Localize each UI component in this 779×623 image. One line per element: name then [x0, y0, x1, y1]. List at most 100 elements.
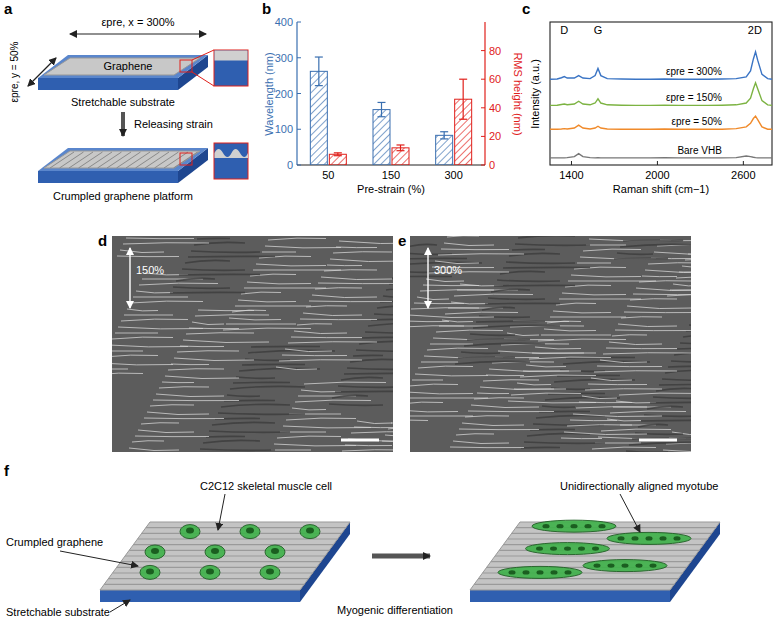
wrinkle: [374, 314, 393, 315]
wrinkle: [529, 357, 611, 359]
ridge: [69, 152, 93, 168]
series-label: εpre = 50%: [672, 116, 722, 127]
wrinkle: [597, 366, 662, 368]
wrinkle: [141, 423, 179, 424]
substrate-label: Stretchable substrate: [6, 606, 110, 618]
chart-c: 140020002600Raman shift (cm−1)Intensity …: [529, 22, 772, 195]
wrinkle: [170, 292, 245, 294]
wrinkle: [256, 264, 326, 266]
wrinkle: [454, 294, 533, 296]
myotube: [532, 520, 616, 532]
x-tick-label: 300: [444, 169, 462, 181]
sem-texture: [112, 236, 393, 451]
wrinkle: [667, 294, 691, 296]
x-tick-label: 2000: [645, 169, 669, 181]
inset-graphene: [215, 51, 248, 61]
inset-wrinkles: [215, 149, 249, 158]
spectrum: [550, 52, 772, 79]
ridge: [104, 584, 304, 585]
y-tick-label: 300: [275, 52, 293, 64]
wrinkle: [410, 253, 452, 254]
wrinkle: [676, 276, 691, 278]
error-cap: [397, 150, 405, 151]
ridge: [145, 152, 169, 168]
substrate-front: [38, 78, 178, 90]
wrinkle: [524, 442, 605, 443]
wrinkle: [410, 402, 443, 404]
wrinkle: [497, 280, 560, 281]
wrinkle: [156, 394, 224, 397]
wrinkle: [418, 366, 473, 368]
ridge: [495, 555, 695, 556]
wrinkle: [294, 331, 347, 334]
y-tick-label: 400: [275, 16, 293, 28]
wrinkle: [138, 430, 194, 433]
wrinkle: [420, 290, 494, 291]
wrinkle: [561, 438, 602, 440]
wrinkle: [459, 429, 539, 431]
wrinkle: [174, 358, 254, 361]
wrinkle: [335, 391, 393, 393]
wrinkle: [491, 289, 530, 292]
wrinkle: [542, 406, 575, 407]
y2-tick-label: 20: [489, 130, 501, 142]
wrinkle: [445, 312, 518, 314]
cell: [240, 525, 260, 539]
y2-axis: [484, 22, 485, 165]
panel-label: d: [98, 232, 107, 249]
wrinkle: [279, 360, 362, 361]
wrinkle: [544, 329, 596, 331]
wrinkle: [461, 352, 500, 353]
graphene-top: [100, 522, 350, 590]
wrinkle: [357, 421, 392, 424]
x-tick-label: 50: [322, 169, 334, 181]
wrinkle: [677, 348, 691, 350]
error-line: [463, 79, 464, 119]
wrinkle: [135, 436, 209, 438]
wrinkle: [592, 447, 656, 449]
wrinkle: [682, 266, 691, 268]
x-tick: [743, 161, 744, 165]
wrinkle: [133, 297, 188, 298]
figure: abcdefεpre, x = 300%εpre, y = 50%Graphen…: [0, 0, 779, 623]
wrinkle: [683, 334, 691, 337]
wrinkle: [515, 244, 590, 245]
wrinkle: [621, 317, 662, 318]
nucleus: [674, 536, 681, 540]
wrinkle: [136, 291, 173, 293]
wrinkle: [680, 343, 691, 344]
y2-tick: [481, 107, 485, 108]
nucleus: [622, 563, 629, 567]
wrinkle: [229, 318, 281, 320]
wrinkle: [521, 447, 560, 449]
error-cap: [334, 152, 342, 153]
sem-background: [112, 236, 393, 452]
nucleus: [565, 570, 572, 574]
wrinkle: [153, 400, 239, 402]
x-axis-title: Pre-strain (%): [357, 183, 425, 195]
substrate-top: [38, 55, 208, 78]
wrinkle: [648, 263, 691, 264]
wrinkle: [517, 383, 551, 385]
wrinkle: [312, 295, 377, 298]
error-bar: [334, 153, 342, 156]
wrinkle: [186, 333, 254, 334]
substrate-front: [470, 590, 670, 602]
wrinkle: [453, 441, 509, 444]
wrinkle: [647, 406, 683, 409]
x-tick: [571, 161, 572, 165]
wrinkle: [526, 365, 566, 367]
y-tick: [297, 93, 301, 94]
wrinkle: [242, 364, 305, 366]
wrinkle: [183, 340, 269, 343]
wrinkle: [285, 349, 332, 352]
nucleus: [523, 570, 530, 574]
wrinkle: [573, 414, 662, 417]
wrinkle: [303, 313, 362, 316]
wrinkle: [112, 337, 173, 339]
nucleus: [206, 568, 214, 574]
wrinkle: [344, 373, 393, 375]
wrinkle: [488, 298, 545, 299]
wrinkle: [585, 389, 662, 390]
wrinkle: [562, 293, 626, 295]
